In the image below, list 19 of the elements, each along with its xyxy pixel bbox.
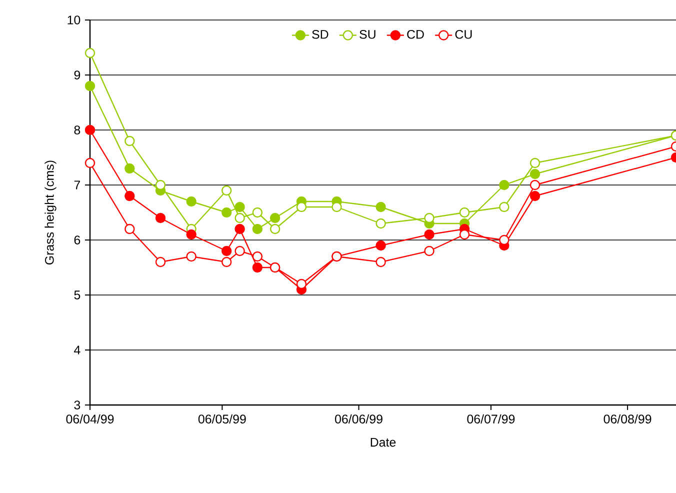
x-tick-label: 06/07/99 [467,414,515,424]
y-tick-label: 7 [74,180,80,190]
y-tick-label: 9 [74,70,80,80]
y-tick-label: 8 [74,126,80,134]
x-tick-label: 06/06/99 [335,414,382,424]
y-tick-label: 10 [68,16,80,24]
legend-label: CU [455,30,472,39]
legend-label: SU [360,30,376,39]
x-tick-label: 06/04/99 [66,414,114,424]
y-tick-label: 3 [74,400,80,410]
y-tick-label: 5 [74,290,80,300]
x-axis-title: Date [370,438,396,447]
legend-label: CD [407,30,424,39]
x-tick-label: 06/05/99 [198,414,246,424]
y-axis-title: Grass height (cms) [44,160,56,264]
y-tick-label: 6 [74,236,80,244]
legend-label: SD [312,30,328,39]
y-tick-label: 4 [74,346,80,354]
x-tick-label: 06/08/99 [604,414,652,424]
